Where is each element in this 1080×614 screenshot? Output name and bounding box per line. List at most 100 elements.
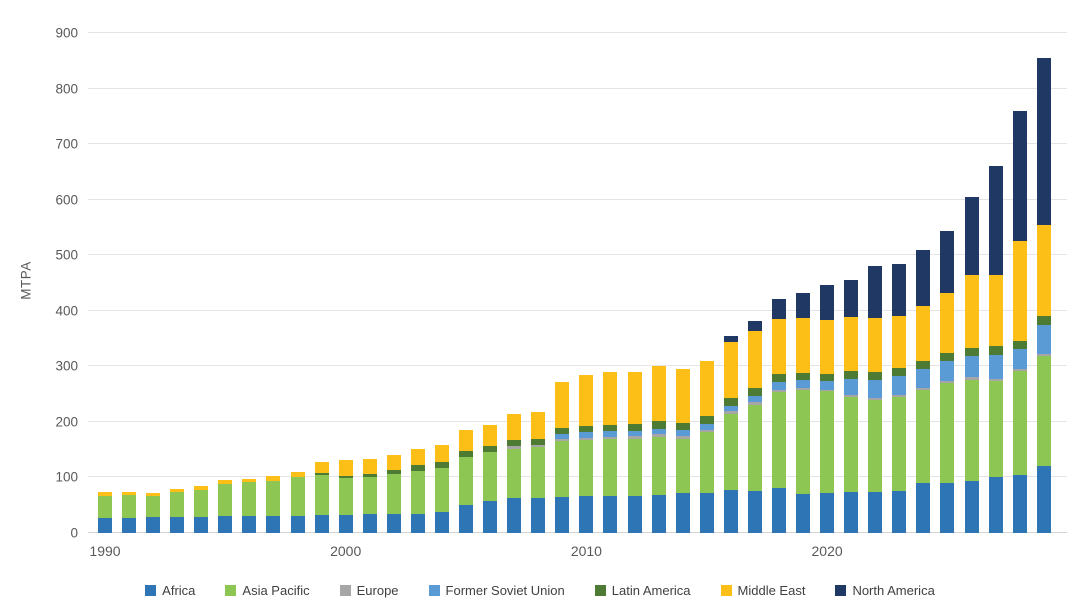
- segment-africa-2028: [1012, 474, 1027, 533]
- gridline-900: [88, 32, 1067, 33]
- segment-asia-pacific-2019: [796, 390, 811, 495]
- segment-europe-2026: [964, 377, 979, 380]
- segment-africa-2008: [531, 498, 546, 533]
- segment-africa-2001: [362, 514, 377, 533]
- segment-middle-east-2001: [362, 458, 377, 475]
- segment-middle-east-1992: [146, 493, 161, 497]
- segment-asia-pacific-1995: [218, 484, 233, 517]
- segment-middle-east-2022: [868, 318, 883, 373]
- bar-2022: [868, 266, 883, 533]
- segment-former-soviet-union-2026: [964, 356, 979, 378]
- segment-europe-2025: [940, 380, 955, 383]
- bar-2004: [434, 444, 449, 533]
- plot-area: [88, 32, 1067, 533]
- segment-middle-east-2010: [579, 374, 594, 426]
- segment-latin-america-2018: [771, 374, 786, 382]
- bar-1993: [170, 489, 185, 533]
- segment-africa-2014: [675, 493, 690, 533]
- segment-north-america-2018: [771, 299, 786, 320]
- segment-asia-pacific-1991: [122, 495, 137, 518]
- segment-latin-america-2008: [531, 438, 546, 445]
- segment-africa-2019: [796, 494, 811, 533]
- segment-latin-america-2013: [651, 421, 666, 429]
- segment-europe-2009: [555, 439, 570, 442]
- y-tick-label-200: 200: [55, 414, 78, 430]
- y-tick-label-900: 900: [55, 25, 78, 41]
- segment-middle-east-2029: [1036, 225, 1051, 317]
- bar-1999: [314, 462, 329, 533]
- segment-north-america-2022: [868, 266, 883, 319]
- segment-asia-pacific-2024: [916, 390, 931, 483]
- segment-europe-2016: [723, 411, 738, 415]
- segment-latin-america-2024: [916, 360, 931, 370]
- gridline-500: [88, 254, 1067, 256]
- segment-north-america-2019: [796, 293, 811, 319]
- segment-middle-east-2006: [483, 424, 498, 446]
- bar-2009: [555, 381, 570, 533]
- segment-asia-pacific-1996: [242, 481, 257, 516]
- legend-swatch-asia-pacific: [225, 585, 237, 596]
- segment-former-soviet-union-2020: [820, 381, 835, 390]
- segment-europe-2010: [579, 438, 594, 441]
- segment-africa-1994: [194, 516, 209, 533]
- segment-middle-east-2003: [410, 449, 425, 466]
- segment-former-soviet-union-2014: [675, 430, 690, 437]
- segment-middle-east-1994: [194, 486, 209, 491]
- segment-asia-pacific-2029: [1036, 355, 1051, 467]
- segment-middle-east-2002: [386, 455, 401, 471]
- segment-africa-2018: [771, 488, 786, 533]
- legend-swatch-europe: [339, 585, 351, 596]
- legend-item-africa: Africa: [145, 583, 195, 598]
- segment-latin-america-2021: [844, 370, 859, 379]
- legend-label-former-soviet-union: Former Soviet Union: [445, 583, 565, 598]
- x-axis-line: [88, 532, 1067, 533]
- segment-latin-america-2001: [362, 474, 377, 477]
- bar-2025: [940, 231, 955, 533]
- segment-former-soviet-union-2022: [868, 380, 883, 399]
- segment-middle-east-2018: [771, 319, 786, 375]
- segment-north-america-2017: [747, 320, 762, 332]
- segment-north-america-2020: [820, 284, 835, 321]
- segment-africa-1995: [218, 516, 233, 533]
- segment-asia-pacific-2026: [964, 379, 979, 481]
- legend-item-north-america: North America: [835, 583, 935, 598]
- gridline-600: [88, 198, 1067, 200]
- legend-swatch-latin-america: [594, 585, 606, 596]
- y-tick-label-500: 500: [55, 247, 78, 263]
- segment-north-america-2023: [892, 264, 907, 316]
- segment-middle-east-2000: [338, 459, 353, 476]
- segment-middle-east-2021: [844, 317, 859, 371]
- segment-middle-east-2027: [988, 274, 1003, 347]
- bar-2016: [723, 336, 738, 533]
- segment-europe-2024: [916, 388, 931, 391]
- segment-former-soviet-union-2029: [1036, 325, 1051, 355]
- segment-latin-america-2023: [892, 368, 907, 377]
- x-tick-label-2020: 2020: [811, 543, 843, 559]
- legend: Africa Asia Pacific Europe Former Soviet Un…: [0, 583, 1080, 598]
- y-tick-label-300: 300: [55, 358, 78, 374]
- segment-middle-east-2008: [531, 411, 546, 439]
- segment-former-soviet-union-2013: [651, 428, 666, 435]
- bar-2028: [1012, 110, 1027, 533]
- segment-europe-2023: [892, 394, 907, 397]
- segment-africa-1991: [122, 518, 137, 533]
- bar-2018: [771, 299, 786, 533]
- segment-former-soviet-union-2017: [747, 395, 762, 402]
- segment-asia-pacific-2015: [699, 431, 714, 493]
- segment-africa-2027: [988, 477, 1003, 533]
- y-tick-label-400: 400: [55, 303, 78, 319]
- segment-latin-america-2019: [796, 373, 811, 381]
- segment-middle-east-2009: [555, 381, 570, 429]
- segment-asia-pacific-1997: [266, 480, 281, 516]
- segment-latin-america-2000: [338, 475, 353, 479]
- bar-2003: [410, 449, 425, 533]
- legend-label-africa: Africa: [162, 583, 196, 598]
- segment-former-soviet-union-2024: [916, 369, 931, 389]
- bar-2023: [892, 264, 907, 533]
- legend-label-latin-america: Latin America: [611, 583, 691, 598]
- segment-asia-pacific-2023: [892, 396, 907, 491]
- segment-former-soviet-union-2011: [603, 431, 618, 437]
- segment-former-soviet-union-2016: [723, 406, 738, 412]
- segment-asia-pacific-1994: [194, 490, 209, 517]
